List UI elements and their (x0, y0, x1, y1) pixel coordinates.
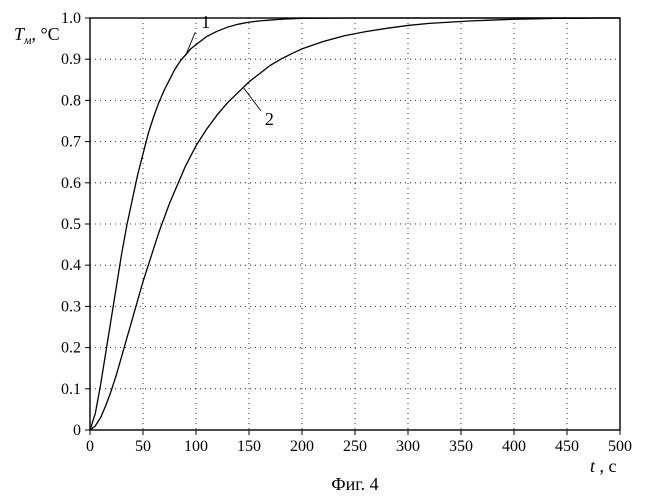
y-tick-label: 0.2 (61, 340, 81, 357)
x-axis-label: t , с (590, 456, 617, 476)
x-tick-label: 150 (237, 438, 261, 455)
series-2-label: 2 (265, 109, 274, 129)
y-axis-label: Tм, °C (14, 24, 60, 47)
y-tick-label: 0.5 (61, 216, 81, 233)
y-tick-label: 0.9 (61, 51, 81, 68)
x-tick-label: 0 (86, 438, 94, 455)
x-tick-label: 450 (555, 438, 579, 455)
y-tick-label: 0.1 (61, 381, 81, 398)
y-tick-label: 0.3 (61, 298, 81, 315)
x-tick-label: 50 (135, 438, 151, 455)
y-tick-label: 0.8 (61, 92, 81, 109)
y-tick-label: 0.4 (61, 257, 81, 274)
x-tick-label: 100 (184, 438, 208, 455)
series-1-label: 1 (201, 12, 210, 32)
chart: 0 50 100 150 200 250 300 350 400 450 500 0 0.1 0.2 0.3… (0, 0, 649, 500)
y-tick-label: 0.7 (61, 134, 81, 151)
x-tick-label: 400 (502, 438, 526, 455)
y-tick-label: 0 (73, 422, 81, 439)
y-tick-label: 0.6 (61, 175, 81, 192)
x-tick-label: 350 (449, 438, 473, 455)
x-tick-label: 250 (343, 438, 367, 455)
x-tick-label: 300 (396, 438, 420, 455)
figure-caption: Фиг. 4 (331, 474, 378, 494)
x-tick-label: 200 (290, 438, 314, 455)
y-tick-label: 1.0 (61, 10, 81, 27)
x-tick-label: 500 (608, 438, 632, 455)
